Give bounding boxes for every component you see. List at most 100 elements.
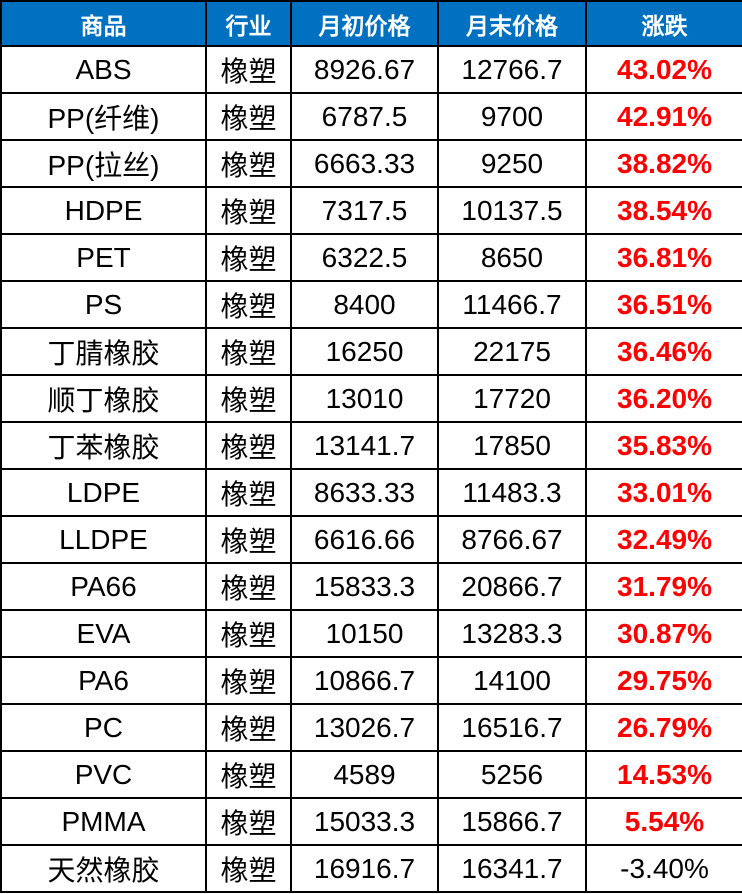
month-end-price-cell: 12766.7	[437, 45, 587, 94]
change-cell: 32.49%	[585, 515, 742, 564]
product-cell: PS	[0, 280, 207, 329]
change-cell: 14.53%	[585, 750, 742, 799]
month-end-price-cell: 9700	[437, 92, 587, 141]
table-row: LDPE 橡塑 8633.33 11483.3 33.01%	[0, 468, 742, 517]
industry-cell: 橡塑	[205, 421, 292, 470]
month-start-price-cell: 8400	[290, 280, 439, 329]
industry-cell: 橡塑	[205, 562, 292, 611]
table-row: PA66 橡塑 15833.3 20866.7 31.79%	[0, 562, 742, 611]
month-start-price-cell: 6663.33	[290, 139, 439, 188]
change-cell: 38.54%	[585, 186, 742, 235]
month-start-price-cell: 8926.67	[290, 45, 439, 94]
month-start-price-cell: 8633.33	[290, 468, 439, 517]
product-cell: PP(拉丝)	[0, 139, 207, 188]
product-cell: EVA	[0, 609, 207, 658]
change-cell: 26.79%	[585, 703, 742, 752]
month-end-price-cell: 11483.3	[437, 468, 587, 517]
product-cell: PC	[0, 703, 207, 752]
change-cell: 5.54%	[585, 797, 742, 846]
industry-cell: 橡塑	[205, 797, 292, 846]
change-cell: 33.01%	[585, 468, 742, 517]
change-cell: 36.51%	[585, 280, 742, 329]
month-start-price-cell: 7317.5	[290, 186, 439, 235]
month-start-price-cell: 6787.5	[290, 92, 439, 141]
product-cell: PVC	[0, 750, 207, 799]
month-end-price-cell: 9250	[437, 139, 587, 188]
change-cell: 38.82%	[585, 139, 742, 188]
change-cell: 29.75%	[585, 656, 742, 705]
col-header-industry: 行业	[205, 0, 292, 47]
table-row: PMMA 橡塑 15033.3 15866.7 5.54%	[0, 797, 742, 846]
industry-cell: 橡塑	[205, 656, 292, 705]
month-start-price-cell: 6616.66	[290, 515, 439, 564]
month-start-price-cell: 13026.7	[290, 703, 439, 752]
month-start-price-cell: 13141.7	[290, 421, 439, 470]
month-end-price-cell: 8650	[437, 233, 587, 282]
month-end-price-cell: 8766.67	[437, 515, 587, 564]
table-row: 顺丁橡胶 橡塑 13010 17720 36.20%	[0, 374, 742, 423]
table-row: 天然橡胶 橡塑 16916.7 16341.7 -3.40%	[0, 844, 742, 893]
industry-cell: 橡塑	[205, 515, 292, 564]
month-end-price-cell: 14100	[437, 656, 587, 705]
month-end-price-cell: 16341.7	[437, 844, 587, 893]
product-cell: PMMA	[0, 797, 207, 846]
product-cell: 顺丁橡胶	[0, 374, 207, 423]
table-row: PET 橡塑 6322.5 8650 36.81%	[0, 233, 742, 282]
industry-cell: 橡塑	[205, 92, 292, 141]
change-cell: 42.91%	[585, 92, 742, 141]
month-start-price-cell: 16916.7	[290, 844, 439, 893]
product-cell: PA66	[0, 562, 207, 611]
industry-cell: 橡塑	[205, 703, 292, 752]
change-cell: 35.83%	[585, 421, 742, 470]
table-row: 丁苯橡胶 橡塑 13141.7 17850 35.83%	[0, 421, 742, 470]
product-cell: 丁腈橡胶	[0, 327, 207, 376]
month-start-price-cell: 15033.3	[290, 797, 439, 846]
industry-cell: 橡塑	[205, 844, 292, 893]
industry-cell: 橡塑	[205, 750, 292, 799]
month-end-price-cell: 16516.7	[437, 703, 587, 752]
industry-cell: 橡塑	[205, 45, 292, 94]
change-cell: 43.02%	[585, 45, 742, 94]
month-start-price-cell: 10150	[290, 609, 439, 658]
table-row: LLDPE 橡塑 6616.66 8766.67 32.49%	[0, 515, 742, 564]
month-start-price-cell: 13010	[290, 374, 439, 423]
month-end-price-cell: 15866.7	[437, 797, 587, 846]
change-cell: 36.46%	[585, 327, 742, 376]
month-start-price-cell: 16250	[290, 327, 439, 376]
change-cell: 36.20%	[585, 374, 742, 423]
table-row: ABS 橡塑 8926.67 12766.7 43.02%	[0, 45, 742, 94]
change-cell: 31.79%	[585, 562, 742, 611]
industry-cell: 橡塑	[205, 186, 292, 235]
month-start-price-cell: 4589	[290, 750, 439, 799]
product-cell: PA6	[0, 656, 207, 705]
industry-cell: 橡塑	[205, 327, 292, 376]
industry-cell: 橡塑	[205, 468, 292, 517]
col-header-month-start: 月初价格	[290, 0, 439, 47]
col-header-month-end: 月末价格	[437, 0, 587, 47]
table-row: PA6 橡塑 10866.7 14100 29.75%	[0, 656, 742, 705]
month-end-price-cell: 20866.7	[437, 562, 587, 611]
table-row: PP(纤维) 橡塑 6787.5 9700 42.91%	[0, 92, 742, 141]
product-cell: PP(纤维)	[0, 92, 207, 141]
change-cell: -3.40%	[585, 844, 742, 893]
month-start-price-cell: 15833.3	[290, 562, 439, 611]
table-row: PP(拉丝) 橡塑 6663.33 9250 38.82%	[0, 139, 742, 188]
month-end-price-cell: 17850	[437, 421, 587, 470]
table-row: HDPE 橡塑 7317.5 10137.5 38.54%	[0, 186, 742, 235]
product-cell: 丁苯橡胶	[0, 421, 207, 470]
table-row: 丁腈橡胶 橡塑 16250 22175 36.46%	[0, 327, 742, 376]
month-end-price-cell: 11466.7	[437, 280, 587, 329]
product-cell: ABS	[0, 45, 207, 94]
industry-cell: 橡塑	[205, 374, 292, 423]
industry-cell: 橡塑	[205, 280, 292, 329]
month-start-price-cell: 10866.7	[290, 656, 439, 705]
industry-cell: 橡塑	[205, 609, 292, 658]
product-cell: 天然橡胶	[0, 844, 207, 893]
change-cell: 30.87%	[585, 609, 742, 658]
table-row: PC 橡塑 13026.7 16516.7 26.79%	[0, 703, 742, 752]
month-end-price-cell: 10137.5	[437, 186, 587, 235]
col-header-product: 商品	[0, 0, 207, 47]
change-cell: 36.81%	[585, 233, 742, 282]
header-row: 商品 行业 月初价格 月末价格 涨跌	[0, 0, 742, 47]
